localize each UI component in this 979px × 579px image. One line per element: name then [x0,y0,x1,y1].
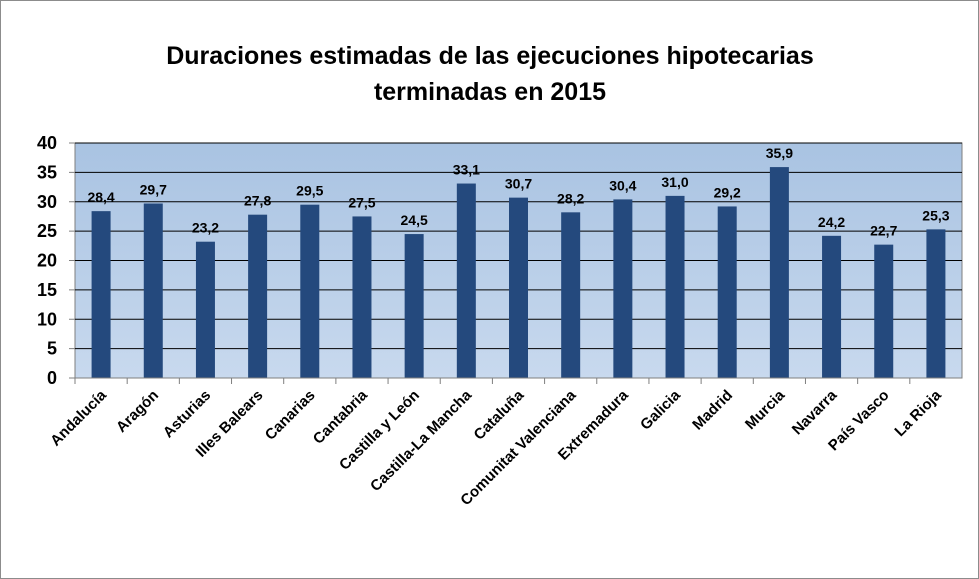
x-tick-label: Andalucía [47,386,110,449]
x-tick-label: Murcia [742,386,789,433]
x-tick-label: La Rioja [891,386,945,440]
y-tick-label: 5 [47,339,57,359]
data-label: 29,7 [140,182,167,198]
data-label: 28,4 [87,189,114,205]
bar [561,212,581,378]
data-label: 29,2 [714,184,741,200]
data-label: 22,7 [870,223,897,239]
data-label: 29,5 [296,183,323,199]
y-tick-label: 15 [37,280,57,300]
bar [874,244,894,378]
chart-title: Duraciones estimadas de las ejecuciones … [166,42,814,106]
bar [352,216,372,378]
bar [613,199,633,378]
bar [717,206,737,378]
data-label: 27,8 [244,193,271,209]
x-tick-label: Asturias [160,387,214,441]
bar [248,214,268,378]
bar [300,204,320,378]
bar [91,211,111,378]
data-label: 24,5 [401,212,428,228]
x-tick-label: Madrid [689,387,736,434]
y-tick-label: 10 [37,309,57,329]
bar [509,197,528,378]
x-tick-label: Galicia [637,386,684,433]
data-label: 30,7 [505,176,532,192]
bar [404,234,424,378]
x-tick-label: Navarra [789,386,841,438]
y-tick-label: 20 [37,251,57,271]
y-tick-label: 0 [47,368,57,388]
bar [143,203,163,378]
bar [456,183,476,378]
data-label: 25,3 [922,207,949,223]
y-tick-label: 25 [37,221,57,241]
bar [926,229,946,378]
x-tick-label: Aragón [113,387,162,436]
y-tick-label: 40 [37,133,57,153]
data-label: 27,5 [348,194,375,210]
bar [195,241,215,378]
data-label: 33,1 [453,162,480,178]
bar [665,195,685,378]
y-tick-label: 35 [37,162,57,182]
x-tick-label: Castilla-La Mancha [367,386,476,495]
data-label: 35,9 [766,145,793,161]
data-label: 23,2 [192,220,219,236]
data-label: 31,0 [661,174,688,190]
bar [769,167,789,378]
data-label: 30,4 [609,177,636,193]
data-label: 24,2 [818,214,845,230]
y-tick-label: 30 [37,192,57,212]
data-label: 28,2 [557,190,584,206]
bar [822,235,842,378]
